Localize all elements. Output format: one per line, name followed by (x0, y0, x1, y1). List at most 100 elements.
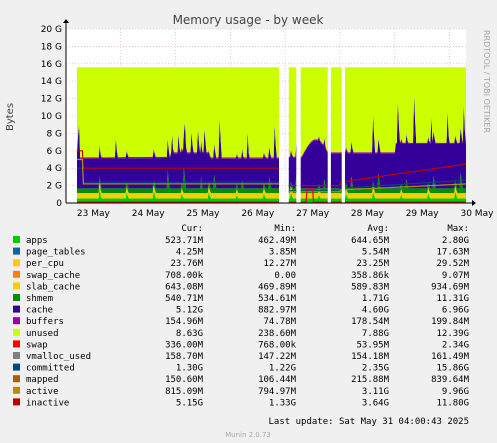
area-unused (330, 67, 342, 153)
line-active (77, 158, 467, 193)
area-slab-cache (300, 188, 328, 199)
side-label: RRDTOOL / TOBI OETIKER (482, 30, 491, 133)
legend-swatch (13, 317, 20, 325)
legend-value: 469.89M (258, 282, 297, 292)
x-axis-arrow (472, 200, 476, 206)
y-tick-label: 8 G (46, 129, 62, 139)
legend-swatch (13, 386, 20, 394)
legend-value: 1.71G (362, 294, 389, 304)
legend-header: Min: (274, 224, 296, 234)
legend-value: 882.97M (258, 306, 297, 316)
area-unused (300, 67, 328, 157)
legend-value: 5.15G (176, 398, 203, 408)
legend-name: page_tables (26, 248, 86, 258)
last-update: Last update: Sat May 31 04:00:43 2025 (269, 417, 469, 427)
legend-value: 147.22M (258, 352, 297, 362)
legend-value: 934.69M (431, 282, 470, 292)
legend-name: inactive (26, 398, 69, 408)
line-inactive (77, 150, 467, 187)
legend-value: 4.60G (362, 306, 389, 316)
area-buffers (300, 135, 328, 158)
legend-value: 154.96M (165, 317, 204, 327)
legend-header: Max: (447, 224, 469, 234)
legend-value: 11.80G (436, 398, 469, 408)
area-apps (345, 191, 466, 203)
legend-value: 23.25M (356, 259, 389, 269)
legend-value: 238.60M (258, 329, 297, 339)
legend-value: 3.64G (362, 398, 389, 408)
legend-name: vmalloc_used (26, 352, 91, 362)
legend-swatch (13, 282, 20, 290)
legend-value: 358.86k (351, 271, 390, 281)
legend-name: buffers (26, 317, 64, 327)
legend-value: 6.96G (442, 306, 469, 316)
legend-swatch (13, 294, 20, 301)
legend-name: apps (26, 236, 48, 246)
x-tick-label: 30 May (460, 209, 494, 219)
legend-value: 589.83M (351, 282, 390, 292)
area-slab-cache (77, 180, 279, 199)
legend-value: 523.71M (165, 236, 204, 246)
legend-value: 74.78M (263, 317, 296, 327)
y-tick-label: 12 G (41, 95, 62, 105)
legend-value: 1.33G (269, 398, 296, 408)
area-unused (345, 67, 466, 153)
area-unused (77, 67, 279, 158)
y-tick-label: 18 G (41, 42, 62, 52)
legend-value: 150.60M (165, 375, 204, 385)
legend-swatch (13, 270, 20, 278)
legend-value: 23.76M (170, 259, 203, 269)
area-cache (77, 118, 279, 189)
y-tick-label: 6 G (46, 147, 62, 157)
line-committed (77, 167, 467, 192)
legend-value: 17.63M (436, 248, 469, 258)
legend-name: unused (26, 329, 59, 339)
area-cache (330, 153, 342, 189)
area-apps (288, 191, 297, 203)
legend-name: cache (26, 306, 53, 316)
legend-value: 2.34G (442, 340, 469, 350)
x-tick-label: 26 May (241, 209, 275, 219)
legend-name: swap (26, 340, 48, 350)
area-shmem (77, 168, 279, 194)
legend-value: 768.00k (258, 340, 297, 350)
footer: Munin 2.0.73 (225, 431, 271, 439)
legend-value: 708.00k (165, 271, 204, 281)
x-tick-label: 27 May (296, 209, 330, 219)
legend-value: 15.86G (436, 364, 469, 374)
legend-swatch (13, 398, 20, 406)
legend-value: 644.65M (351, 236, 390, 246)
legend-value: 2.80G (442, 236, 469, 246)
legend-value: 4.25M (176, 248, 204, 258)
legend-value: 540.71M (165, 294, 204, 304)
x-tick-label: 28 May (351, 209, 385, 219)
legend-value: 462.49M (258, 236, 297, 246)
x-tick-label: 25 May (187, 209, 221, 219)
legend-swatch (13, 305, 20, 313)
area-slab-cache (345, 186, 466, 199)
legend-value: 839.64M (431, 375, 470, 385)
y-tick-label: 14 G (41, 77, 62, 87)
legend-swatch (13, 328, 20, 336)
area-buffers (330, 152, 342, 154)
legend-value: 154.18M (351, 352, 390, 362)
chart-title: Memory usage - by week (173, 13, 324, 27)
legend-name: mapped (26, 375, 59, 385)
legend-value: 199.84M (431, 317, 470, 327)
y-tick-label: 4 G (46, 164, 62, 174)
area-unused (288, 67, 297, 157)
area-slab-cache (330, 193, 342, 199)
legend-name: active (26, 387, 59, 397)
legend-value: 0.00 (274, 271, 296, 281)
legend-swatch (13, 247, 20, 255)
legend-value: 8.63G (176, 329, 203, 339)
legend-value: 815.09M (165, 387, 204, 397)
legend-value: 12.27M (263, 259, 296, 269)
legend-value: 2.35G (362, 364, 389, 374)
legend-value: 7.88G (362, 329, 389, 339)
y-tick-label: 0 (56, 199, 62, 209)
legend-value: 29.52M (436, 259, 469, 269)
y-axis-arrow (63, 19, 69, 23)
legend-name: per_cpu (26, 259, 64, 269)
